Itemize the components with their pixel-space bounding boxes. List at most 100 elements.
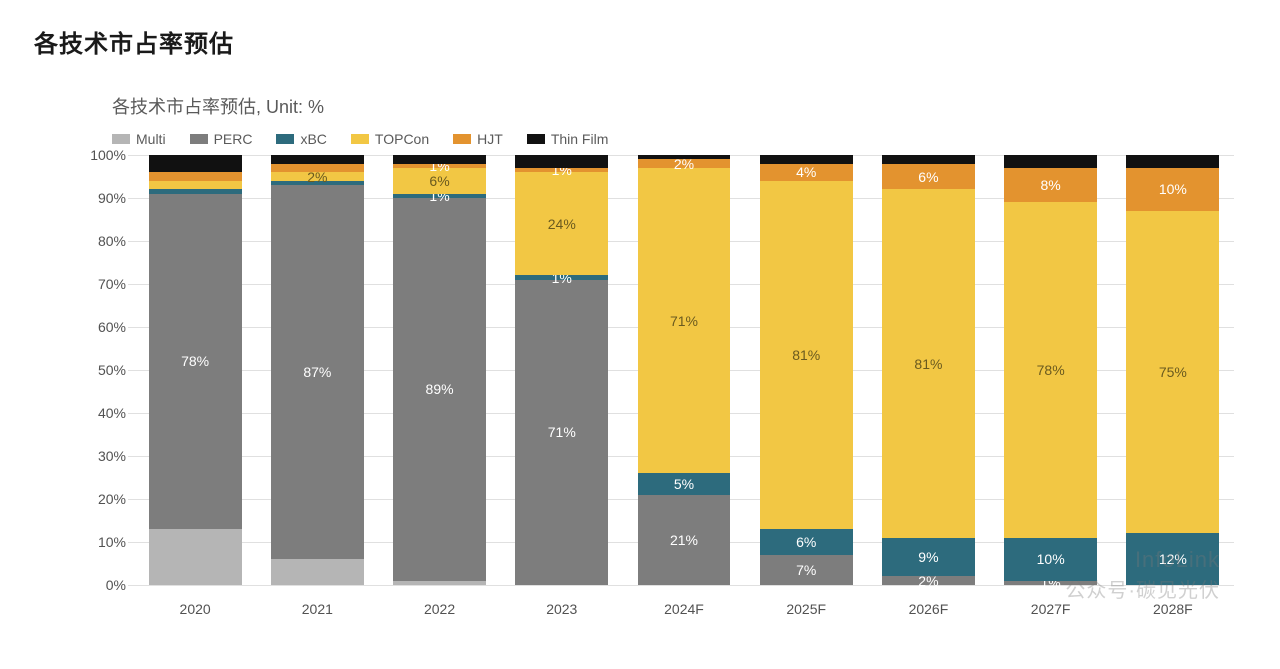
segment-label: 75% [1159,364,1187,380]
segment-perc: 87% [271,185,364,559]
segment-thinfilm [760,155,853,164]
segment-perc: 2% [882,576,975,585]
segment-label: 87% [303,364,331,380]
segment-xbc: 1% [393,194,486,198]
bar-2023: 71%1%24%1% [515,155,608,585]
legend-swatch-xbc [276,134,294,144]
segment-label: 81% [914,356,942,372]
segment-label: 12% [1159,551,1187,567]
legend-item-multi: Multi [112,131,166,147]
legend-swatch-thinfilm [527,134,545,144]
segment-label: 10% [1037,551,1065,567]
y-tick-label: 80% [74,233,126,249]
segment-label: 9% [918,549,938,565]
page-root: 各技术市占率预估 各技术市占率预估, Unit: % MultiPERCxBCT… [0,0,1280,669]
y-tick-label: 60% [74,319,126,335]
chart-title: 各技术市占率预估 [34,24,1246,59]
segment-hjt: 1% [515,168,608,172]
segment-hjt [271,164,364,173]
bar-slot: 12% 75% 10% [1112,155,1234,585]
segment-thinfilm [393,155,486,164]
x-tick-label: 2023 [501,601,623,617]
segment-topcon: 24% [515,172,608,275]
segment-thinfilm [271,155,364,164]
legend-swatch-perc [190,134,208,144]
x-tick-label: 2020 [134,601,256,617]
bar-slot: 1% 10% 78% 8% [990,155,1112,585]
y-tick-label: 30% [74,448,126,464]
bar-2026F: 2% 9% 81% 6% [882,155,975,585]
legend-swatch-multi [112,134,130,144]
segment-hjt: 1% [393,164,486,168]
segment-label: 24% [548,216,576,232]
segment-thinfilm [1004,155,1097,168]
segment-label: 71% [670,313,698,329]
legend-label-perc: PERC [214,131,253,147]
segment-label: 21% [670,532,698,548]
segment-label: 78% [181,353,209,369]
segment-label: 7% [796,562,816,578]
y-tick-label: 0% [74,577,126,593]
segment-label: 8% [1041,177,1061,193]
segment-label: 6% [918,169,938,185]
y-tick-label: 20% [74,491,126,507]
bar-slot: 21% 5% 71% 2% [623,155,745,585]
x-tick-label: 2022 [378,601,500,617]
y-tick-label: 90% [74,190,126,206]
chart-area: 0%10%20%30%40%50%60%70%80%90%100% 78%87%… [62,155,1234,625]
segment-thinfilm [149,155,242,172]
segment-label: 81% [792,347,820,363]
x-tick-label: 2025F [745,601,867,617]
segment-hjt: 2% [638,159,731,168]
grid-line [128,585,1234,586]
segment-topcon: 71% [638,168,731,473]
y-tick-label: 40% [74,405,126,421]
segment-topcon: 78% [1004,202,1097,537]
segment-perc: 89% [393,198,486,581]
bar-2024F: 21% 5% 71% 2% [638,155,731,585]
legend-label-multi: Multi [136,131,166,147]
segment-xbc: 1% [515,275,608,279]
y-tick-label: 10% [74,534,126,550]
bar-slot: 2% 9% 81% 6% [867,155,989,585]
x-tick-label: 2027F [990,601,1112,617]
segment-perc: 78% [149,194,242,529]
segment-xbc [149,189,242,193]
segment-hjt: 8% [1004,168,1097,202]
segment-thinfilm [1126,155,1219,168]
x-labels: 20202021202220232024F2025F2026F2027F2028… [134,601,1234,617]
bar-2020: 78% [149,155,242,585]
y-tick-label: 50% [74,362,126,378]
segment-perc: 1% [1004,581,1097,585]
segment-multi [393,581,486,585]
x-tick-label: 2026F [867,601,989,617]
segment-topcon: 81% [760,181,853,529]
segment-xbc: 5% [638,473,731,495]
segment-label: 5% [674,476,694,492]
bar-2025F: 7%6%81%4% [760,155,853,585]
segment-label: 10% [1159,181,1187,197]
bar-2022: 89%1%6%1% [393,155,486,585]
bar-slot: 87%2% [256,155,378,585]
segment-hjt: 10% [1126,168,1219,211]
bar-2028F: 12% 75% 10% [1126,155,1219,585]
segment-perc: 71% [515,280,608,585]
bar-slot: 7%6%81%4% [745,155,867,585]
segment-topcon [149,181,242,190]
segment-xbc: 6% [760,529,853,555]
bar-2021: 87%2% [271,155,364,585]
y-tick-label: 100% [74,147,126,163]
x-tick-label: 2021 [256,601,378,617]
legend-label-topcon: TOPCon [375,131,429,147]
legend-item-topcon: TOPCon [351,131,429,147]
segment-thinfilm [882,155,975,164]
legend-label-hjt: HJT [477,131,503,147]
chart-subtitle: 各技术市占率预估, Unit: % [112,93,1246,119]
segment-multi [149,529,242,585]
x-tick-label: 2024F [623,601,745,617]
segment-xbc: 12% [1126,533,1219,585]
legend-item-perc: PERC [190,131,253,147]
x-tick-label: 2028F [1112,601,1234,617]
segment-label: 6% [796,534,816,550]
segment-label: 6% [429,173,449,189]
